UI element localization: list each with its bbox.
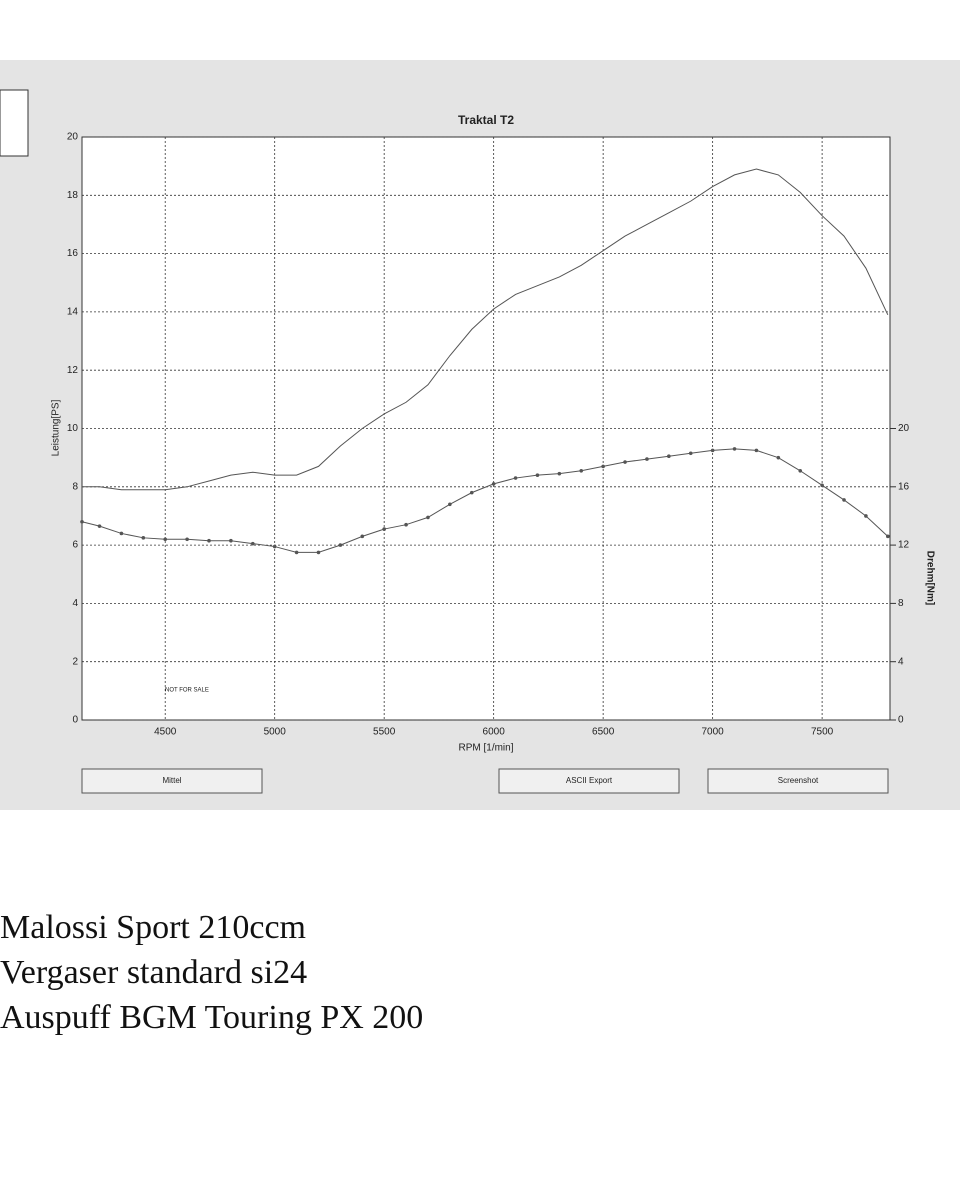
series-marker	[97, 524, 102, 528]
button-label[interactable]: ASCII Export	[566, 776, 613, 785]
series-marker	[798, 468, 803, 473]
series-marker	[163, 537, 168, 542]
y-tick-label: 10	[67, 423, 79, 434]
series-marker	[710, 448, 715, 453]
series-marker	[426, 515, 430, 520]
y2-tick-label: 12	[898, 540, 910, 551]
y-tick-label: 12	[67, 365, 79, 376]
series-marker	[557, 471, 562, 476]
y-tick-label: 18	[67, 190, 79, 201]
series-marker	[667, 454, 671, 458]
y-tick-label: 4	[72, 598, 78, 609]
series-marker	[448, 502, 452, 507]
y2-axis-label: Drehm[Nm]	[924, 551, 935, 605]
y-tick-label: 0	[72, 715, 78, 726]
button[interactable]	[81, 768, 263, 794]
series-marker	[250, 541, 255, 546]
series-marker	[338, 543, 343, 547]
legend-box	[0, 89, 29, 157]
y2-tick-label: 4	[898, 656, 904, 667]
series-marker	[688, 451, 693, 456]
series-marker	[601, 464, 605, 469]
series-marker	[820, 483, 824, 488]
y-tick-label: 14	[67, 307, 79, 318]
series-marker	[360, 534, 365, 539]
x-tick-label: 4500	[154, 727, 177, 738]
series-marker	[119, 531, 124, 536]
series-marker	[272, 544, 277, 549]
series-marker	[207, 538, 211, 543]
x-tick-label: 7500	[811, 727, 834, 738]
y2-tick-label: 0	[898, 715, 904, 726]
y-tick-label: 6	[72, 540, 78, 551]
series-marker	[535, 473, 540, 477]
series-marker	[732, 447, 737, 451]
x-tick-label: 6500	[592, 727, 615, 738]
series-marker	[229, 538, 233, 543]
series-marker	[382, 527, 386, 531]
chart-title: Traktal T2	[458, 113, 514, 127]
y2-tick-label: 8	[898, 598, 904, 609]
series-line	[82, 168, 889, 491]
series-line	[81, 448, 889, 553]
y-axis-label: Leistung[PS]	[51, 399, 62, 456]
series-marker	[294, 550, 299, 555]
y-tick-label: 20	[67, 132, 79, 143]
y-tick-label: 2	[72, 656, 78, 667]
x-tick-label: 6000	[483, 727, 506, 738]
series-marker	[469, 490, 474, 495]
series-marker	[754, 448, 759, 453]
x-axis-label: RPM [1/min]	[458, 743, 513, 754]
note-line: Auspuff BGM Touring PX 200	[0, 999, 423, 1036]
series-marker	[842, 498, 846, 502]
series-marker	[404, 522, 408, 527]
series-marker	[316, 550, 321, 555]
series-marker	[513, 476, 518, 480]
note-line: Malossi Sport 210ccm	[0, 909, 306, 946]
y2-tick-label: 20	[898, 423, 910, 434]
series-marker	[80, 519, 84, 524]
x-tick-label: 5500	[373, 727, 396, 738]
series-marker	[623, 460, 627, 464]
series-marker	[864, 514, 868, 518]
x-tick-label: 5000	[264, 727, 287, 738]
button[interactable]	[707, 768, 889, 794]
note-line: Vergaser standard si24	[0, 954, 307, 991]
series-marker	[579, 468, 584, 473]
series-marker	[645, 457, 649, 461]
series-marker	[185, 537, 189, 542]
series-marker	[141, 536, 146, 540]
y-tick-label: 16	[67, 248, 79, 259]
annotation: NOT FOR SALE	[165, 688, 209, 694]
series-marker	[776, 455, 781, 460]
x-tick-label: 7000	[702, 727, 725, 738]
button-label[interactable]: Mittel	[162, 776, 181, 785]
button-label[interactable]: Screenshot	[778, 776, 819, 785]
series-marker	[491, 482, 496, 486]
series-marker	[886, 534, 890, 539]
button[interactable]	[498, 768, 680, 794]
y-tick-label: 8	[72, 481, 78, 492]
y2-tick-label: 16	[898, 481, 910, 492]
